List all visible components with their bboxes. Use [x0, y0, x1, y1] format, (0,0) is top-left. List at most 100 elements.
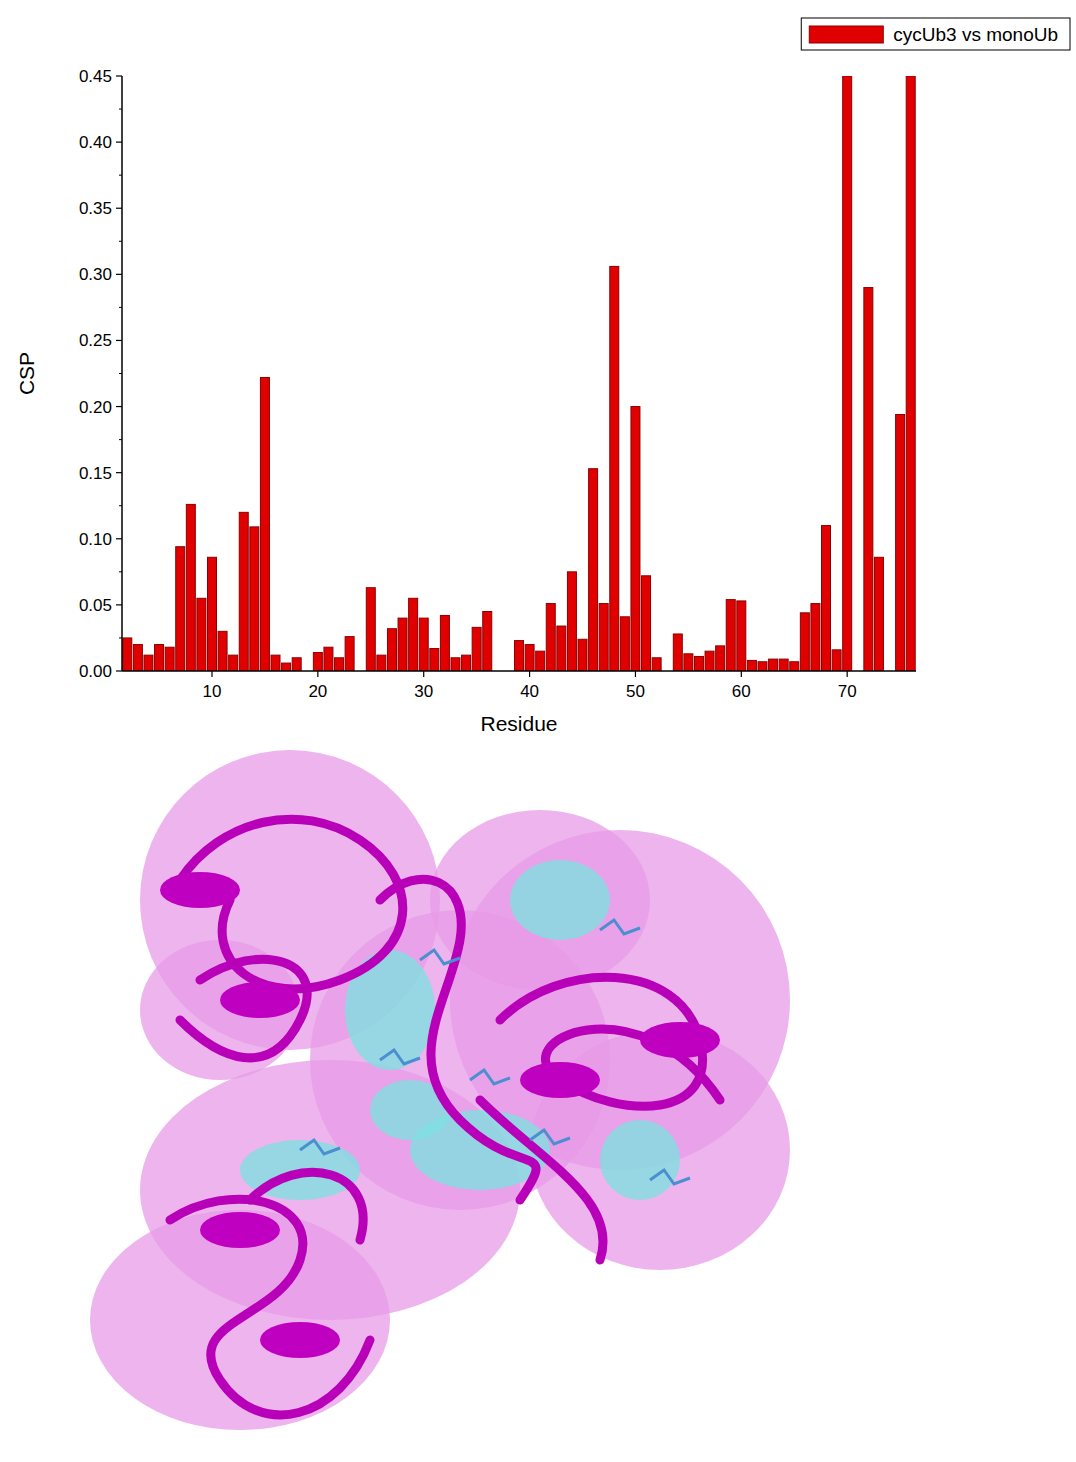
x-tick — [635, 671, 636, 677]
bar — [472, 627, 481, 671]
y-minor-tick — [119, 571, 122, 572]
y-tick-label: 0.35 — [79, 199, 112, 218]
y-tick — [116, 75, 122, 76]
y-tick — [116, 208, 122, 209]
bar — [536, 651, 545, 671]
bar — [123, 638, 132, 671]
legend: cycUb3 vs monoUb — [801, 18, 1070, 50]
bar — [260, 377, 269, 671]
helix — [640, 1022, 720, 1058]
bar — [144, 655, 153, 671]
bar — [313, 652, 322, 671]
y-tick-label: 0.05 — [79, 596, 112, 615]
bar — [769, 659, 778, 671]
x-tick-label: 50 — [626, 682, 645, 701]
surface — [430, 810, 650, 990]
x-tick-label: 10 — [203, 682, 222, 701]
bar — [229, 655, 238, 671]
bar — [377, 655, 386, 671]
bar — [896, 414, 905, 671]
ribbon — [500, 977, 720, 1106]
y-minor-tick — [119, 439, 122, 440]
bar — [567, 572, 576, 671]
x-tick — [211, 671, 212, 677]
bar — [440, 615, 449, 671]
bar — [747, 660, 756, 671]
ribbon — [180, 959, 307, 1058]
y-tick-label: 0.25 — [79, 331, 112, 350]
side-chain — [300, 1140, 340, 1154]
y-tick — [116, 472, 122, 473]
bar — [366, 588, 375, 671]
bar — [652, 658, 661, 671]
bar — [387, 629, 396, 671]
bar — [409, 598, 418, 671]
bar — [790, 662, 799, 671]
side-chain — [650, 1170, 690, 1184]
helix — [520, 1062, 600, 1098]
bar — [282, 663, 291, 671]
y-minor-tick — [119, 175, 122, 176]
bar — [546, 604, 555, 671]
bar — [176, 547, 185, 671]
bar — [292, 658, 301, 671]
ribbon — [480, 1100, 603, 1260]
bar — [557, 626, 566, 671]
bar — [631, 407, 640, 671]
ribbon — [380, 879, 536, 1200]
y-tick-label: 0.40 — [79, 133, 112, 152]
x-tick-label: 60 — [732, 682, 751, 701]
side-chain — [530, 1130, 570, 1144]
x-axis-title: Residue — [480, 712, 557, 735]
y-tick — [116, 340, 122, 341]
bar — [694, 656, 703, 671]
x-tick — [741, 671, 742, 677]
helix — [160, 872, 240, 908]
bar — [832, 650, 841, 671]
y-tick — [116, 274, 122, 275]
legend-swatch — [809, 26, 883, 43]
interface-patch — [510, 860, 610, 940]
bar — [779, 659, 788, 671]
x-tick — [529, 671, 530, 677]
bar — [906, 76, 915, 671]
bar — [705, 651, 714, 671]
bar — [483, 612, 492, 672]
y-minor-tick — [119, 241, 122, 242]
y-tick-label: 0.20 — [79, 398, 112, 417]
legend-label: cycUb3 vs monoUb — [893, 24, 1058, 45]
side-chain — [420, 950, 460, 964]
bar — [578, 639, 587, 671]
helix — [260, 1322, 340, 1358]
x-tick-label: 20 — [308, 682, 327, 701]
bar — [324, 647, 333, 671]
x-tick-label: 30 — [414, 682, 433, 701]
helix — [200, 1212, 280, 1248]
x-tick — [317, 671, 318, 677]
bar — [515, 641, 524, 671]
side-chain — [470, 1070, 510, 1084]
bar — [726, 600, 735, 671]
helix — [220, 982, 300, 1018]
bar — [822, 526, 831, 671]
x-tick-label: 40 — [520, 682, 539, 701]
side-chain — [600, 920, 640, 934]
bar — [451, 658, 460, 671]
bar — [207, 557, 216, 671]
y-minor-tick — [119, 109, 122, 110]
bar — [589, 469, 598, 671]
y-minor-tick — [119, 373, 122, 374]
y-axis-title: CSP — [15, 352, 38, 395]
bar — [864, 288, 873, 671]
y-minor-tick — [119, 505, 122, 506]
bar — [430, 649, 439, 671]
y-tick-label: 0.10 — [79, 530, 112, 549]
y-tick-label: 0.45 — [79, 67, 112, 86]
bar — [462, 655, 471, 671]
bar — [874, 557, 883, 671]
bar — [684, 654, 693, 671]
bar — [186, 504, 195, 671]
y-tick — [116, 142, 122, 143]
structure-image — [90, 750, 790, 1430]
bar — [610, 266, 619, 671]
